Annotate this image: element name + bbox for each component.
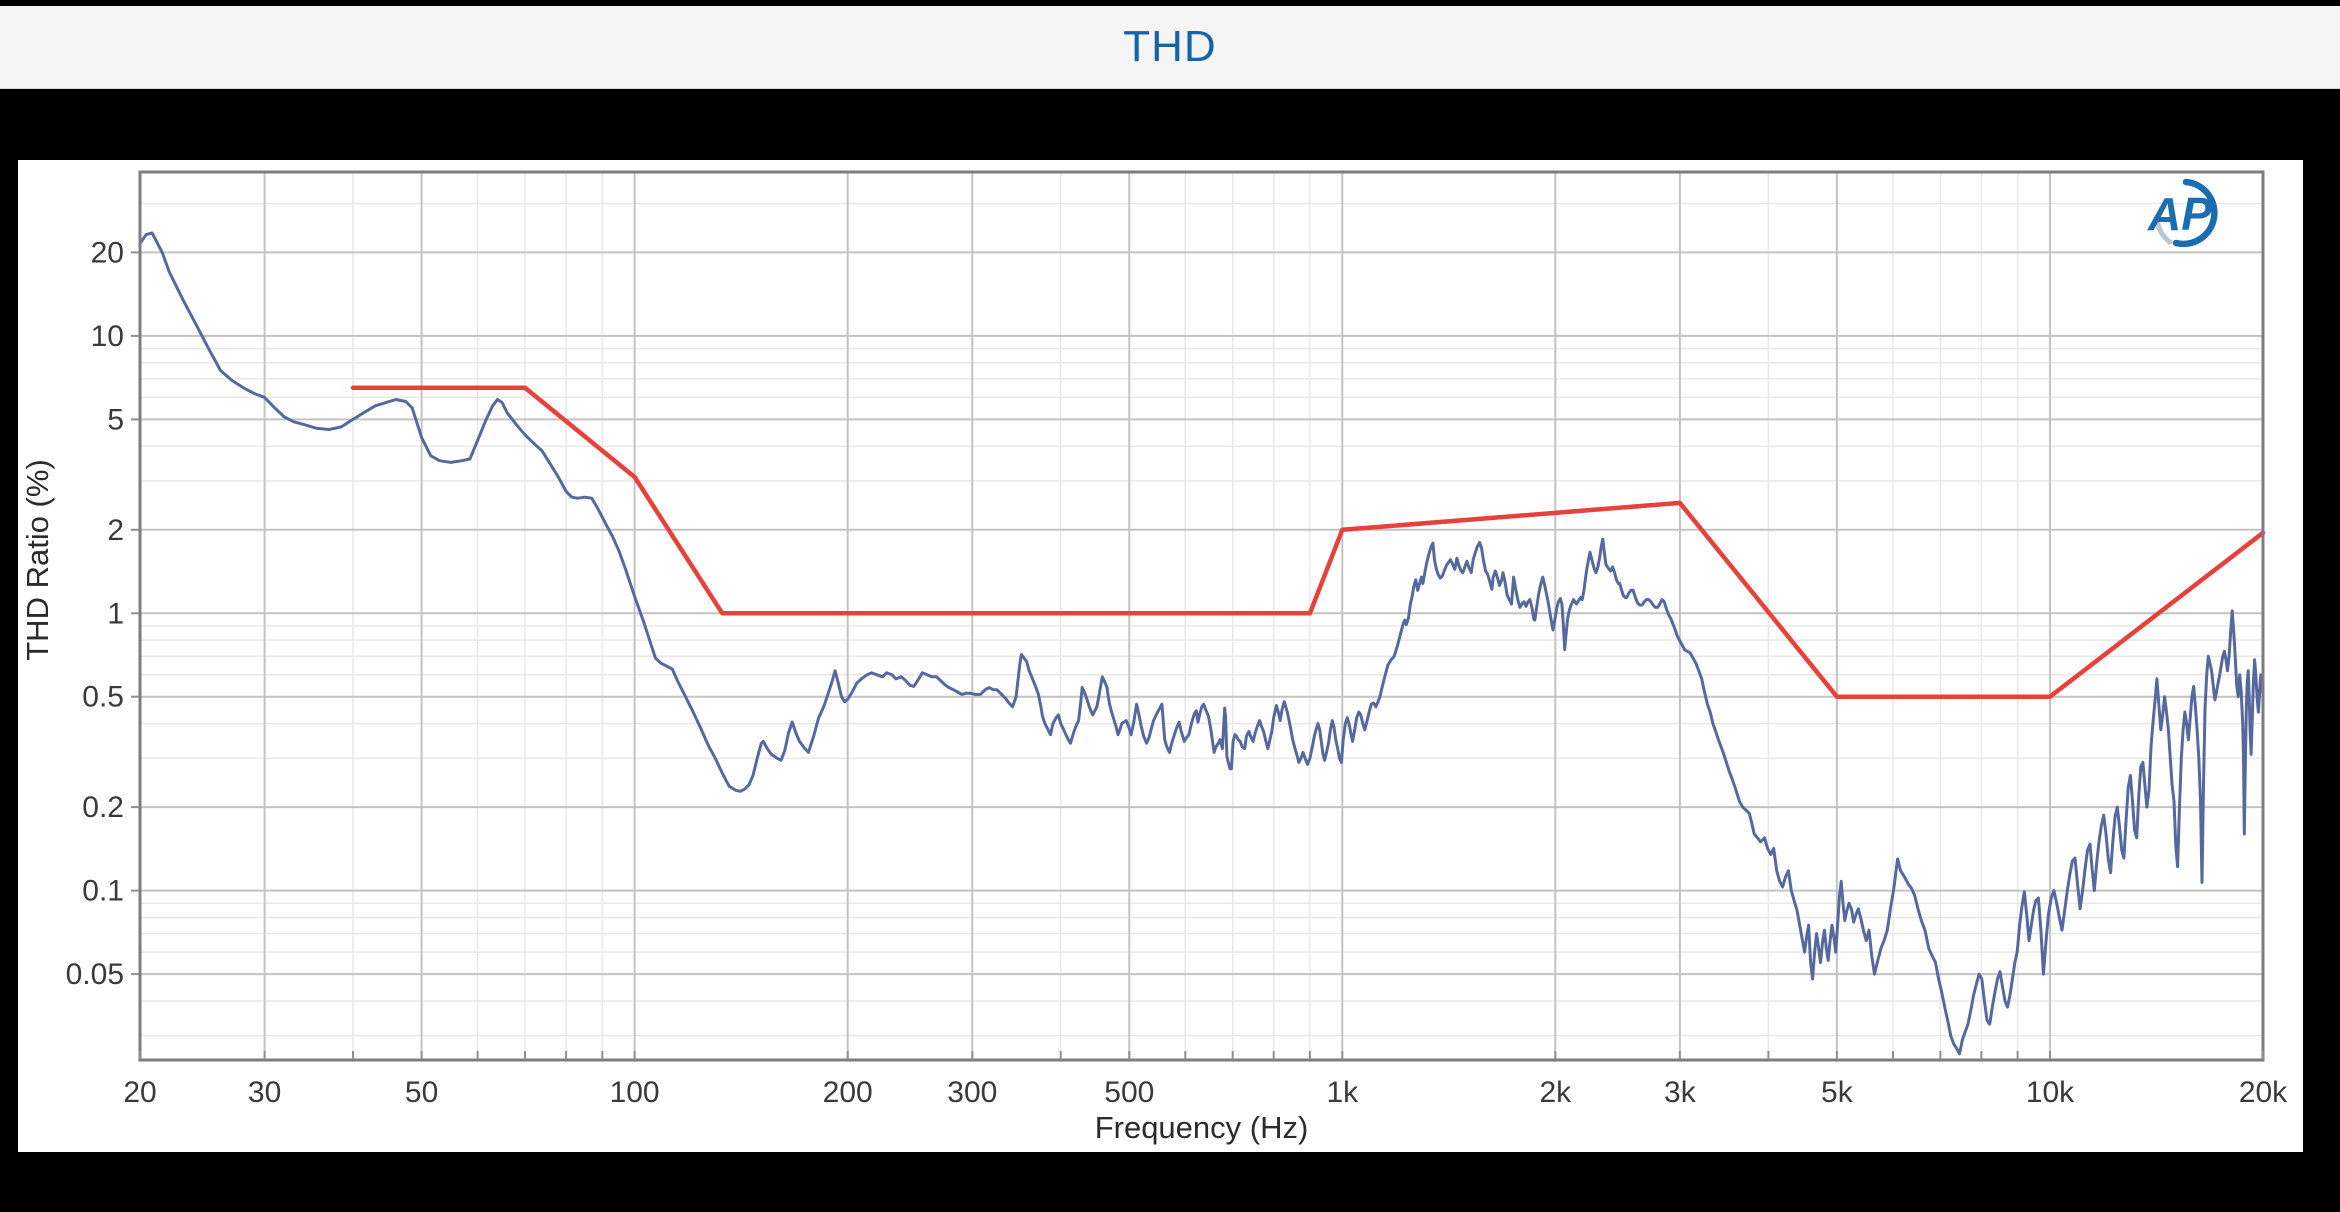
x-tick-label: 30	[248, 1076, 281, 1109]
x-tick-label: 10k	[2026, 1076, 2075, 1109]
y-tick-label: 0.05	[66, 958, 124, 991]
y-tick-label: 0.2	[82, 791, 124, 824]
x-tick-label: 500	[1104, 1076, 1154, 1109]
title-bar: THD	[0, 6, 2340, 89]
x-tick-label: 200	[823, 1076, 873, 1109]
x-tick-label: 50	[405, 1076, 438, 1109]
y-tick-label: 20	[91, 236, 124, 269]
plot-frame	[138, 170, 2265, 1062]
y-tick-label: 0.5	[82, 681, 124, 714]
x-tick-label: 300	[947, 1076, 997, 1109]
x-tick-label: 2k	[1539, 1076, 1572, 1109]
x-tick-label: 1k	[1326, 1076, 1359, 1109]
x-tick-label: 20k	[2239, 1076, 2288, 1109]
series-measurement	[138, 231, 2265, 1056]
y-axis-title: THD Ratio (%)	[20, 459, 55, 661]
y-tick-label: 0.1	[82, 875, 124, 908]
x-axis-title: Frequency (Hz)	[1095, 1110, 1309, 1145]
y-tick-label: 5	[107, 403, 124, 436]
y-tick-label: 1	[107, 597, 124, 630]
page-title: THD	[1123, 22, 1217, 71]
x-tick-label: 20	[123, 1076, 156, 1109]
x-tick-label: 100	[610, 1076, 660, 1109]
thd-chart: 20 30 50 100 200 300 500 1k 2k 3k 5k 10k 20k 20 10 5 2 1 0…	[20, 170, 2288, 1145]
ap-logo-swoosh-gray	[2154, 215, 2173, 245]
x-tick-label: 5k	[1821, 1076, 1854, 1109]
y-tick-label: 2	[107, 514, 124, 547]
x-tick-label: 3k	[1664, 1076, 1697, 1109]
y-tick-label: 10	[91, 320, 124, 353]
series-limit	[350, 385, 2266, 699]
ap-logo-swoosh	[2172, 178, 2218, 248]
ap-logo-text: AP	[2147, 188, 2212, 240]
chart-panel: 20 30 50 100 200 300 500 1k 2k 3k 5k 10k 20k 20 10 5 2 1 0…	[18, 160, 2303, 1152]
ap-logo: AP	[2147, 178, 2218, 248]
